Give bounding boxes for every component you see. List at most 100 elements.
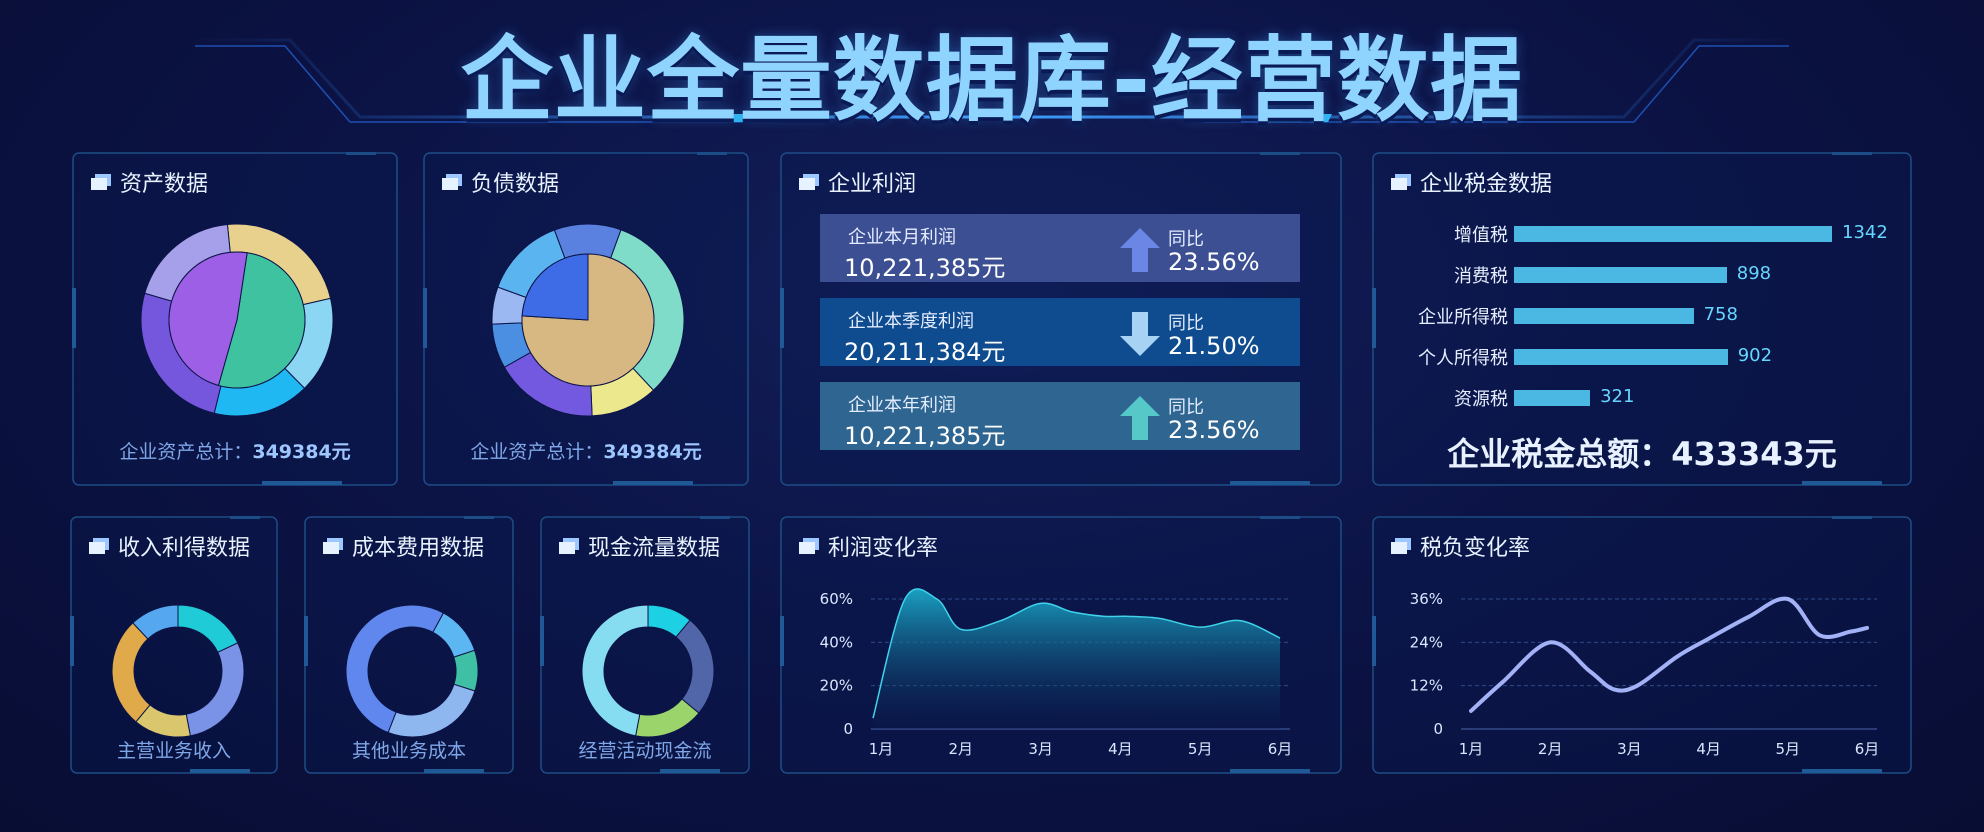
pie-slice — [168, 251, 248, 387]
donut-slice — [132, 604, 179, 640]
y-tick-label: 24% — [1410, 633, 1443, 651]
tax-bar — [1514, 349, 1728, 365]
donut-slice — [185, 642, 245, 737]
tax-name: 资源税 — [1454, 389, 1508, 410]
tax-name: 消费税 — [1454, 266, 1508, 287]
card-label: 企业本月利润 — [848, 227, 956, 248]
panel-title-text: 资产数据 — [120, 172, 209, 197]
series-line — [872, 588, 1281, 719]
assets-total: 企业资产总计：349384元 — [119, 441, 351, 463]
income-donut-chart — [111, 604, 245, 738]
liabilities-total: 企业资产总计：349384元 — [470, 441, 702, 463]
panel-assets: 资产数据 企业资产总计：349384元 — [72, 152, 398, 486]
profit-quarter-card: 企业本季度利润 20,211,384元 同比 21.50% — [820, 298, 1300, 366]
header-decoration — [185, 38, 1799, 123]
tax-value: 898 — [1736, 263, 1772, 284]
panel-liabilities: 负债数据 企业资产总计：349384元 — [423, 152, 749, 486]
card-yoy-value: 23.56% — [1168, 248, 1260, 276]
x-tick-label: 3月 — [1617, 740, 1642, 758]
y-tick-label: 40% — [820, 633, 853, 651]
panel-title-text: 企业税金数据 — [1420, 172, 1553, 197]
donut-caption: 主营业务收入 — [116, 740, 231, 762]
panel-title-text: 税负变化率 — [1420, 536, 1531, 561]
card-label: 企业本年利润 — [848, 395, 956, 416]
y-tick-label: 0 — [1433, 720, 1443, 738]
panel-tax: 企业税金数据 增值税 1342 消费税 898 企业所得税 758 个人所得税 … — [1372, 152, 1912, 486]
pie-slice — [521, 253, 655, 387]
panel-title: 负债数据 — [441, 166, 559, 198]
panel-profit-rate: 利润变化率 0 20% 40% 60% 1月 2月 3月 4月 5月 6月 — [780, 516, 1342, 774]
window-icon — [89, 538, 109, 554]
card-value: 20,211,384元 — [844, 338, 1006, 366]
card-value: 10,221,385元 — [844, 254, 1006, 282]
panel-title-text: 收入利得数据 — [118, 536, 251, 561]
window-icon — [1391, 174, 1411, 190]
tax-total: 企业税金总额：433343元 — [1447, 435, 1837, 473]
panel-tax-rate: 税负变化率 0 12% 24% 36% 1月 2月 3月 4月 5月 6月 — [1372, 516, 1912, 774]
card-yoy-label: 同比 — [1168, 229, 1204, 250]
card-value: 10,221,385元 — [844, 422, 1006, 450]
tax-row-resource: 资源税 321 — [1372, 386, 1932, 410]
panel-title-text: 现金流量数据 — [588, 536, 721, 561]
panel-title-text: 企业利润 — [828, 172, 917, 197]
card-yoy-label: 同比 — [1168, 397, 1204, 418]
tax-value: 1342 — [1842, 222, 1888, 243]
panel-cost: 成本费用数据 其他业务成本 — [304, 516, 514, 774]
profit-year-card: 企业本年利润 10,221,385元 同比 23.56% — [820, 382, 1300, 450]
page-title: 企业全量数据库-经营数据 — [460, 27, 1524, 134]
x-tick-label: 5月 — [1776, 740, 1801, 758]
tax-row-consumption: 消费税 898 — [1372, 263, 1932, 287]
panel-title: 企业利润 — [798, 166, 916, 198]
y-tick-label: 36% — [1410, 590, 1443, 608]
profit-rate-area-chart: 0 20% 40% 60% 1月 2月 3月 4月 5月 6月 — [820, 588, 1293, 758]
x-tick-label: 2月 — [949, 740, 974, 758]
liabilities-pie-chart — [491, 223, 685, 417]
donut-caption: 其他业务成本 — [351, 740, 466, 762]
window-icon — [91, 174, 111, 190]
profit-month-card: 企业本月利润 10,221,385元 同比 23.56% — [820, 214, 1300, 282]
panel-title: 利润变化率 — [798, 530, 938, 562]
arrow-down-icon — [1120, 312, 1160, 356]
window-icon — [442, 174, 462, 190]
x-tick-label: 6月 — [1268, 740, 1293, 758]
tax-bar — [1514, 267, 1727, 283]
panel-cash: 现金流量数据 经营活动现金流 — [540, 516, 750, 774]
panel-profit: 企业利润 企业本月利润 10,221,385元 同比 23.56% 企业本季度利… — [780, 152, 1342, 486]
y-tick-label: 12% — [1410, 677, 1443, 695]
assets-pie-chart — [140, 223, 334, 417]
pie-slice — [521, 253, 589, 321]
pie-slice — [217, 252, 306, 389]
window-icon — [799, 538, 819, 554]
donut-slice — [635, 698, 700, 738]
tax-value: 321 — [1600, 386, 1635, 407]
card-yoy-label: 同比 — [1168, 313, 1204, 334]
panel-frame — [1372, 516, 1912, 774]
y-tick-label: 0 — [843, 720, 853, 738]
x-tick-label: 1月 — [869, 740, 894, 758]
panel-title: 资产数据 — [90, 166, 208, 198]
donut-slice — [177, 604, 239, 653]
panel-title-text: 成本费用数据 — [352, 536, 485, 561]
window-icon — [1391, 538, 1411, 554]
x-tick-label: 1月 — [1459, 740, 1484, 758]
panel-title: 收入利得数据 — [88, 530, 250, 562]
donut-slice — [581, 604, 649, 737]
card-label: 企业本季度利润 — [848, 311, 974, 332]
donut-slice — [345, 604, 445, 734]
cash-donut-chart — [581, 604, 715, 738]
tax-bar — [1514, 390, 1591, 406]
window-icon — [799, 174, 819, 190]
window-icon — [559, 538, 579, 554]
y-tick-label: 60% — [820, 590, 853, 608]
panel-title: 现金流量数据 — [558, 530, 720, 562]
arrow-up-icon — [1120, 396, 1160, 440]
x-tick-label: 4月 — [1696, 740, 1721, 758]
tax-bar — [1514, 308, 1694, 324]
tax-value: 758 — [1703, 304, 1738, 325]
panel-title: 税负变化率 — [1390, 530, 1530, 562]
card-yoy-value: 21.50% — [1168, 332, 1260, 360]
pie-slice — [553, 223, 622, 259]
panel-title: 成本费用数据 — [322, 530, 484, 562]
x-tick-label: 6月 — [1855, 740, 1880, 758]
header: 企业全量数据库-经营数据 — [0, 0, 1984, 134]
